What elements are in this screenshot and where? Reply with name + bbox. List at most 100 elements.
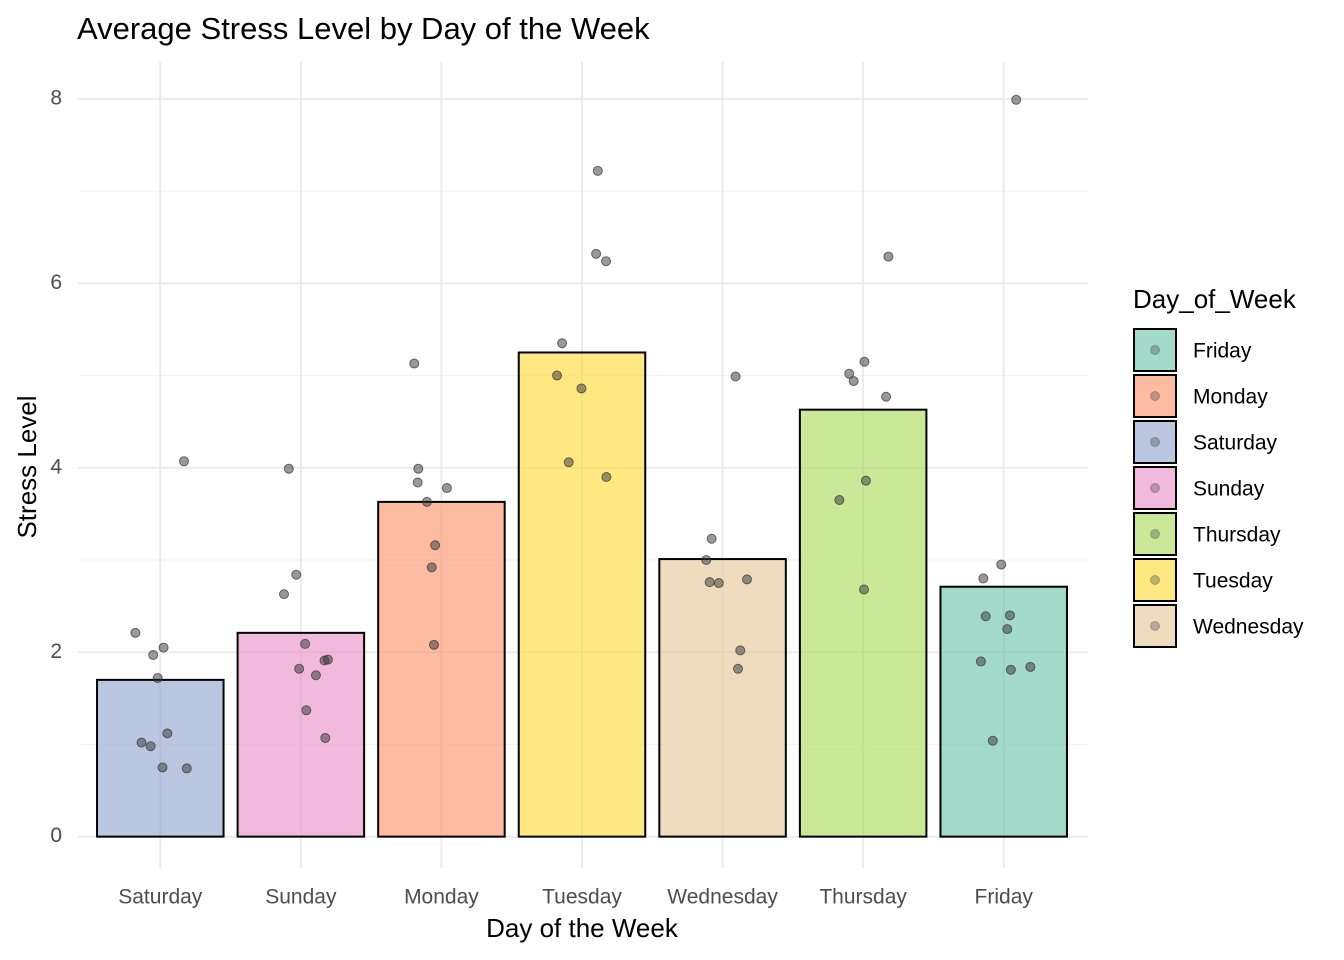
legend-key-point xyxy=(1150,391,1160,401)
data-point xyxy=(834,495,845,506)
y-tick-label: 2 xyxy=(50,640,62,663)
legend-key xyxy=(1133,466,1177,510)
x-tick-label: Saturday xyxy=(118,886,203,909)
data-point xyxy=(601,471,612,482)
data-point xyxy=(563,457,574,468)
bar xyxy=(517,351,647,838)
data-point xyxy=(848,376,859,387)
data-point xyxy=(978,573,989,584)
data-point xyxy=(413,463,424,474)
legend-key-point xyxy=(1150,437,1160,447)
data-point xyxy=(310,670,321,681)
data-point xyxy=(883,251,894,262)
legend-key xyxy=(1133,420,1177,464)
bar xyxy=(939,585,1068,838)
data-point xyxy=(430,540,441,551)
x-tick-label: Thursday xyxy=(819,886,907,909)
data-point xyxy=(844,368,855,379)
data-point xyxy=(158,642,169,653)
legend-label: Monday xyxy=(1193,386,1268,409)
data-point xyxy=(859,584,870,595)
data-point xyxy=(148,649,159,660)
data-point xyxy=(706,533,717,544)
data-point xyxy=(592,165,603,176)
legend-key-point xyxy=(1150,529,1160,539)
data-point xyxy=(428,639,439,650)
legend-key xyxy=(1133,512,1177,556)
legend-key xyxy=(1133,328,1177,372)
data-point xyxy=(975,656,986,667)
x-tick-label: Tuesday xyxy=(542,886,622,909)
data-point xyxy=(409,358,420,369)
data-point xyxy=(735,645,746,656)
data-point xyxy=(1002,624,1013,635)
legend-key xyxy=(1133,374,1177,418)
data-point xyxy=(157,762,168,773)
data-point xyxy=(181,763,192,774)
data-point xyxy=(987,735,998,746)
data-point xyxy=(980,611,991,622)
data-point xyxy=(576,383,587,394)
data-point xyxy=(730,371,741,382)
data-point xyxy=(412,477,423,488)
x-tick-label: Sunday xyxy=(265,886,337,909)
bar xyxy=(658,558,787,838)
data-point xyxy=(1004,610,1015,621)
data-point xyxy=(152,673,163,684)
data-point xyxy=(130,627,141,638)
legend-key xyxy=(1133,558,1177,602)
legend-label: Wednesday xyxy=(1193,616,1304,639)
data-point xyxy=(426,562,437,573)
data-point xyxy=(1005,664,1016,675)
legend-label: Tuesday xyxy=(1193,570,1273,593)
y-tick-label: 6 xyxy=(50,271,62,294)
data-point xyxy=(733,663,744,674)
data-point xyxy=(300,638,311,649)
x-axis-title: Day of the Week xyxy=(486,913,679,943)
data-point xyxy=(320,732,331,743)
legend-label: Sunday xyxy=(1193,478,1265,501)
legend-key-point xyxy=(1150,483,1160,493)
data-point xyxy=(178,456,189,467)
data-point xyxy=(162,728,173,739)
data-point xyxy=(552,370,563,381)
x-tick-label: Wednesday xyxy=(667,886,778,909)
data-point xyxy=(421,496,432,507)
data-point xyxy=(294,663,305,674)
legend-key-point xyxy=(1150,345,1160,355)
data-point xyxy=(557,338,568,349)
y-tick-label: 8 xyxy=(50,86,62,109)
data-point xyxy=(996,559,1007,570)
data-point xyxy=(1025,661,1036,672)
data-point xyxy=(591,248,602,259)
x-tick-label: Monday xyxy=(404,886,479,909)
data-point xyxy=(1011,94,1022,105)
bar xyxy=(798,408,928,838)
data-point xyxy=(319,655,330,666)
data-point xyxy=(859,356,870,367)
data-point xyxy=(860,475,871,486)
bar xyxy=(236,631,366,838)
y-tick-label: 0 xyxy=(50,824,62,847)
data-point xyxy=(279,589,290,600)
data-point xyxy=(704,577,715,588)
y-tick-label: 4 xyxy=(50,455,62,478)
data-point xyxy=(601,256,612,267)
data-point xyxy=(291,569,302,580)
data-point xyxy=(145,741,156,752)
data-point xyxy=(301,705,312,716)
data-point xyxy=(283,463,294,474)
legend-label: Thursday xyxy=(1193,524,1281,547)
data-point xyxy=(701,554,712,565)
data-point xyxy=(741,574,752,585)
y-axis-title: Stress Level xyxy=(12,395,42,538)
chart-title: Average Stress Level by Day of the Week xyxy=(77,11,650,46)
legend-label: Friday xyxy=(1193,340,1252,363)
legend-label: Saturday xyxy=(1193,432,1278,455)
legend-key xyxy=(1133,604,1177,648)
data-point xyxy=(881,391,892,402)
x-tick-label: Friday xyxy=(975,886,1034,909)
legend-title: Day_of_Week xyxy=(1133,284,1297,314)
